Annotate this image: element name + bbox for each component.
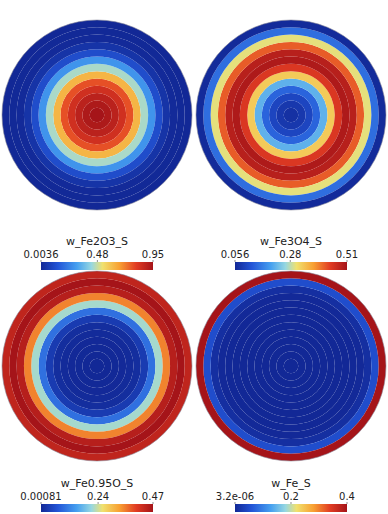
colorbar: [41, 262, 153, 270]
colorbar-tick: [98, 502, 99, 504]
colorbar-tick: [153, 502, 154, 504]
cell-ring: [196, 20, 386, 210]
colorbar-tick-label: 0.056: [221, 249, 250, 260]
cell-ring: [254, 329, 327, 402]
cell-ring: [53, 322, 141, 410]
cell-ring: [240, 315, 342, 417]
cell-ring: [53, 71, 141, 159]
colorbar-tick: [347, 260, 348, 262]
panel: [196, 271, 386, 461]
cell-ring: [225, 300, 357, 432]
cell-ring: [269, 344, 313, 388]
cell-ring: [46, 315, 148, 417]
colorbar-tick-label: 0.00081: [20, 491, 61, 502]
colorbar-tick-label: 0.24: [87, 491, 109, 502]
cell-ring: [276, 100, 305, 129]
panel: [2, 271, 192, 461]
colorbar-tick: [41, 260, 42, 262]
colorbar-tick-label: 0.0036: [24, 249, 59, 260]
domain-outline: [196, 271, 386, 461]
colorbar-tick-label: 0.2: [283, 491, 299, 502]
colorbar-tick-label: 3.2e-06: [216, 491, 254, 502]
cell-ring: [203, 27, 378, 202]
cell-ring: [233, 308, 350, 425]
colorbar-tick: [97, 260, 98, 262]
cell-ring: [90, 108, 105, 123]
cell-ring: [211, 35, 372, 196]
cell-ring: [225, 49, 357, 181]
colorbar-tick-label: 0.4: [339, 491, 355, 502]
panel: [2, 20, 192, 210]
cell-ring: [196, 271, 386, 461]
cell-ring: [9, 27, 184, 202]
cell-ring: [39, 57, 156, 174]
cell-ring: [60, 78, 133, 151]
cell-ring: [211, 286, 372, 447]
cell-ring: [284, 108, 299, 123]
cell-ring: [247, 322, 335, 410]
cell-ring: [203, 278, 378, 453]
colorbar: [41, 504, 153, 512]
cell-ring: [17, 286, 178, 447]
cell-ring: [17, 35, 178, 196]
colorbar-tick-label: 0.28: [279, 249, 301, 260]
colorbar-tick: [153, 260, 154, 262]
cell-ring: [82, 100, 111, 129]
colorbar-tick-label: 0.95: [142, 249, 164, 260]
cell-ring: [60, 329, 133, 402]
cell-ring: [240, 64, 342, 166]
domain-outline: [2, 271, 192, 461]
cell-ring: [9, 278, 184, 453]
colorbar-tick-label: 0.47: [142, 491, 164, 502]
cell-ring: [68, 337, 126, 395]
colorbar-tick-label: 0.48: [86, 249, 108, 260]
cell-ring: [75, 93, 119, 137]
cell-ring: [2, 20, 192, 210]
cell-ring: [46, 64, 148, 166]
colorbar-tick: [290, 260, 291, 262]
cell-ring: [247, 71, 335, 159]
cell-ring: [24, 293, 170, 439]
panel: [196, 20, 386, 210]
domain-outline: [196, 20, 386, 210]
cell-ring: [233, 57, 350, 174]
cell-ring: [218, 293, 364, 439]
cell-ring: [31, 300, 163, 432]
cell-ring: [254, 78, 327, 151]
domain-outline: [2, 20, 192, 210]
figure: w_Fe2O3_S 0.0036 0.48 0.95 w_Fe3O4_S 0.056 0.2…: [0, 0, 388, 514]
cell-ring: [269, 93, 313, 137]
cell-ring: [39, 308, 156, 425]
cell-ring: [284, 359, 299, 374]
colorbar: [235, 262, 347, 270]
cell-ring: [82, 351, 111, 380]
cell-ring: [68, 86, 126, 144]
cell-ring: [276, 351, 305, 380]
cell-ring: [90, 359, 105, 374]
colorbar-tick: [235, 260, 236, 262]
cell-ring: [2, 271, 192, 461]
colorbar-title: w_Fe_S: [271, 477, 310, 490]
colorbar-title: w_Fe0.95O_S: [61, 477, 134, 490]
colorbar-tick-label: 0.51: [336, 249, 358, 260]
cell-ring: [75, 344, 119, 388]
colorbar-title: w_Fe3O4_S: [260, 235, 322, 248]
cell-ring: [31, 49, 163, 181]
colorbar-tick: [347, 502, 348, 504]
colorbar-tick: [235, 502, 236, 504]
colorbar-tick: [41, 502, 42, 504]
cell-ring: [262, 86, 320, 144]
cell-ring: [218, 42, 364, 188]
cell-ring: [24, 42, 170, 188]
colorbar: [235, 504, 347, 512]
cell-ring: [262, 337, 320, 395]
colorbar-title: w_Fe2O3_S: [66, 235, 128, 248]
colorbar-tick: [290, 502, 291, 504]
